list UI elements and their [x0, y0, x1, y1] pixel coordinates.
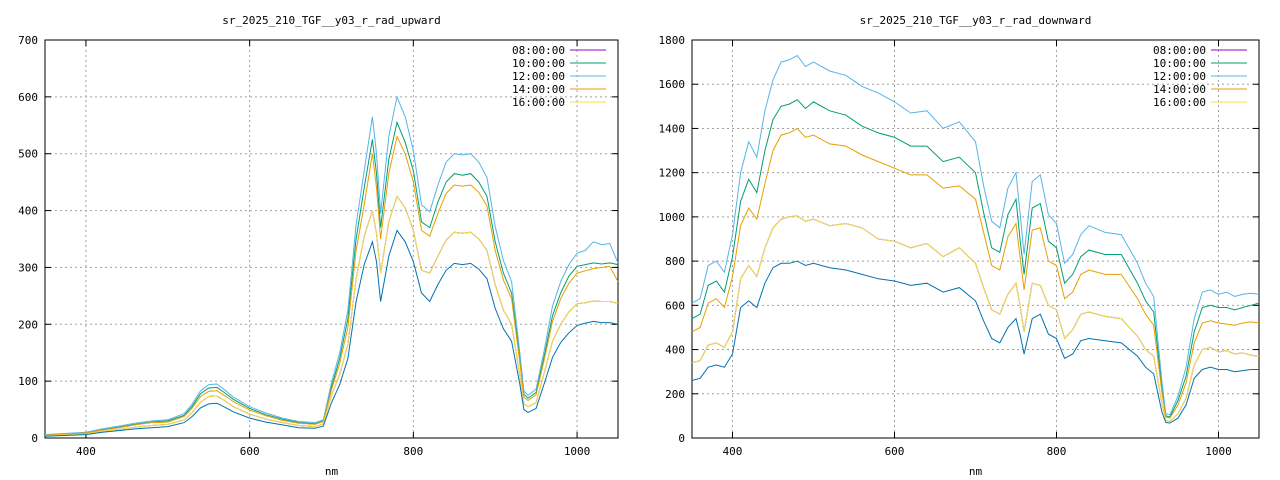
y-tick-label: 1000	[659, 211, 686, 224]
legend-label: 16:00:00	[512, 96, 565, 109]
legend-label: 14:00:00	[1153, 83, 1206, 96]
series-line-3	[44, 135, 619, 436]
series-line-2	[44, 95, 619, 436]
legend-label: 08:00:00	[512, 44, 565, 57]
chart-title: sr_2025_210_TGF__y03_r_rad_downward	[860, 14, 1092, 27]
x-axis-label: nm	[325, 465, 339, 478]
series-line-2	[691, 54, 1260, 416]
legend-label: 12:00:00	[1153, 70, 1206, 83]
x-tick-label: 1000	[564, 445, 591, 458]
x-tick-label: 400	[76, 445, 96, 458]
x-tick-label: 400	[723, 445, 743, 458]
y-tick-label: 500	[18, 148, 38, 161]
y-tick-label: 1400	[659, 122, 686, 135]
x-tick-label: 800	[403, 445, 423, 458]
legend-label: 08:00:00	[1153, 44, 1206, 57]
x-tick-label: 1000	[1205, 445, 1232, 458]
x-tick-label: 600	[240, 445, 260, 458]
series-line-1	[691, 99, 1260, 418]
y-tick-label: 800	[665, 255, 685, 268]
series-line-1	[44, 120, 619, 436]
y-tick-label: 300	[18, 261, 38, 274]
y-tick-label: 0	[678, 432, 685, 445]
x-tick-label: 600	[885, 445, 905, 458]
y-tick-label: 200	[18, 318, 38, 331]
series-line-5	[44, 229, 619, 437]
series-line-0	[691, 215, 1260, 422]
upward-radiance-chart: 0 100 200 300 400 500 600 700 400 600 800 1000 sr_20…	[18, 14, 619, 478]
legend-label: 10:00:00	[512, 57, 565, 70]
y-tick-label: 600	[665, 299, 685, 312]
y-tick-label: 600	[18, 91, 38, 104]
legend-label: 12:00:00	[512, 70, 565, 83]
series-line-0	[44, 195, 619, 437]
legend-label: 16:00:00	[1153, 96, 1206, 109]
y-tick-label: 400	[665, 344, 685, 357]
chart-title: sr_2025_210_TGF__y03_r_rad_upward	[222, 14, 441, 27]
series-line-5	[691, 260, 1259, 424]
plot-frame	[691, 39, 1260, 439]
x-tick-label: 800	[1047, 445, 1067, 458]
legend-label: 14:00:00	[512, 83, 565, 96]
y-tick-label: 700	[18, 34, 38, 47]
legend-label: 10:00:00	[1153, 57, 1206, 70]
plot-frame	[44, 39, 619, 439]
y-tick-label: 1200	[659, 167, 686, 180]
series-line-4	[44, 195, 619, 437]
series-line-3	[691, 127, 1260, 419]
series-line-4	[691, 215, 1260, 422]
y-tick-label: 200	[665, 388, 685, 401]
y-tick-label: 1600	[659, 78, 686, 91]
y-tick-label: 100	[18, 375, 38, 388]
downward-radiance-chart: 0 200 400 600 800 1000 1200 1400 1600 1800 400 600 8…	[659, 14, 1260, 478]
y-tick-label: 0	[31, 432, 38, 445]
y-tick-label: 1800	[659, 34, 686, 47]
x-axis-label: nm	[969, 465, 983, 478]
y-tick-label: 400	[18, 205, 38, 218]
